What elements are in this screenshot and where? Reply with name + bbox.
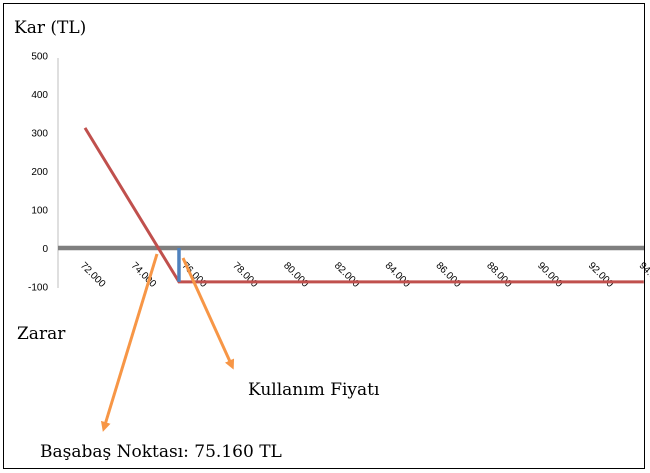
x-tick-label: 88.000 <box>484 260 514 290</box>
x-tick-label: 92.000 <box>586 260 616 290</box>
x-tick-label: 86.000 <box>433 260 463 290</box>
strike-arrow <box>181 257 235 370</box>
y-tick-label: 0 <box>42 244 48 255</box>
x-axis-ticks: 72.000 74.000 76.000 78.000 80.000 82.000 84.0… <box>78 260 650 290</box>
breakeven-label: Başabaş Noktası: 75.160 TL <box>40 442 282 462</box>
y-tick-label: 100 <box>31 206 48 217</box>
y-tick-label: 300 <box>31 129 48 140</box>
y-axis-title: Kar (TL) <box>14 18 86 38</box>
breakeven-arrow <box>100 253 159 432</box>
payoff-line <box>83 127 644 284</box>
x-tick-label: 72.000 <box>78 260 108 290</box>
x-tick-label: 94.000 <box>637 260 650 290</box>
x-tick-label: 80.000 <box>281 260 311 290</box>
y-axis-ticks: 500 400 300 200 100 0 -100 <box>28 52 48 294</box>
y-tick-label: -100 <box>28 283 48 294</box>
x-tick-label: 78.000 <box>230 260 260 290</box>
y-tick-label: 200 <box>31 167 48 178</box>
x-tick-label: 90.000 <box>535 260 565 290</box>
y-tick-label: 400 <box>31 90 48 101</box>
x-tick-label: 82.000 <box>332 260 362 290</box>
y-tick-label: 500 <box>31 52 48 63</box>
chart-frame <box>3 3 645 469</box>
x-tick-label: 84.000 <box>383 260 413 290</box>
loss-label: Zarar <box>17 324 66 344</box>
strike-price-label: Kullanım Fiyatı <box>248 380 380 400</box>
